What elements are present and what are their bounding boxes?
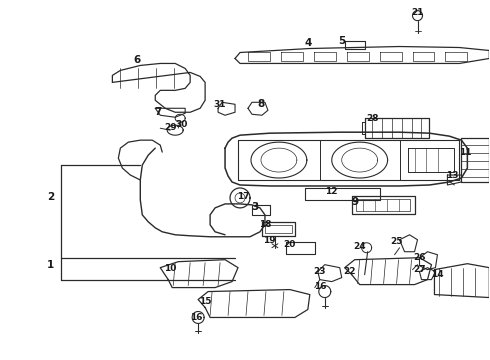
Text: 14: 14 xyxy=(431,270,444,279)
Text: 16: 16 xyxy=(190,313,202,322)
Text: 24: 24 xyxy=(353,242,366,251)
Text: 5: 5 xyxy=(338,36,345,46)
Text: 25: 25 xyxy=(391,237,403,246)
Text: 17: 17 xyxy=(237,193,249,202)
Text: 3: 3 xyxy=(251,202,259,212)
Text: 28: 28 xyxy=(367,114,379,123)
Text: 27: 27 xyxy=(413,265,426,274)
Text: 18: 18 xyxy=(259,220,271,229)
Text: 15: 15 xyxy=(199,297,211,306)
Text: 20: 20 xyxy=(284,240,296,249)
Text: 1: 1 xyxy=(47,260,54,270)
Text: 4: 4 xyxy=(304,37,312,48)
Text: 9: 9 xyxy=(351,197,358,207)
Text: 7: 7 xyxy=(154,107,162,117)
Text: 30: 30 xyxy=(175,120,187,129)
Text: 12: 12 xyxy=(325,188,338,197)
Text: 11: 11 xyxy=(459,148,471,157)
Text: 29: 29 xyxy=(164,123,176,132)
Text: 21: 21 xyxy=(411,8,424,17)
Text: 10: 10 xyxy=(164,264,176,273)
Text: 2: 2 xyxy=(47,192,54,202)
Text: 8: 8 xyxy=(257,99,265,109)
Text: 26: 26 xyxy=(413,253,426,262)
Text: 6: 6 xyxy=(134,55,141,66)
Text: 31: 31 xyxy=(214,100,226,109)
Text: 19: 19 xyxy=(263,236,275,245)
Text: 22: 22 xyxy=(343,267,356,276)
Text: 23: 23 xyxy=(314,267,326,276)
Text: 16: 16 xyxy=(314,282,326,291)
Text: 13: 13 xyxy=(446,171,459,180)
